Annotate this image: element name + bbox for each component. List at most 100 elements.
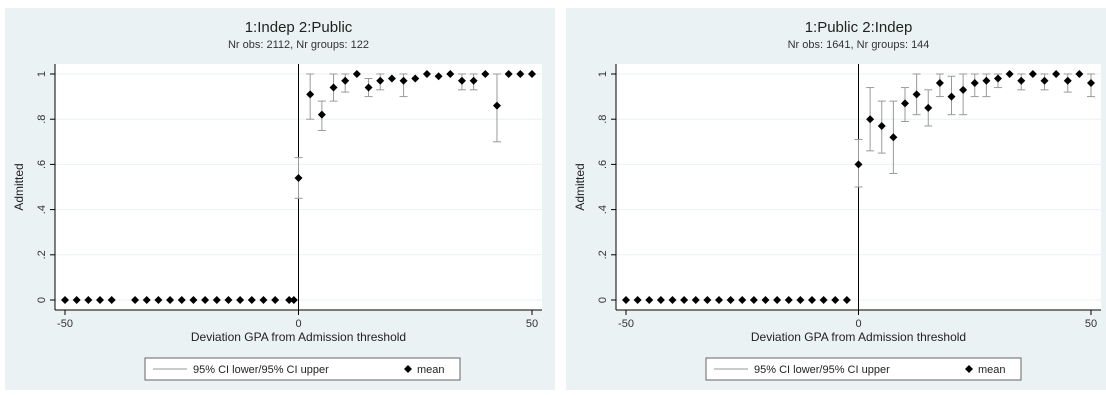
mean-point xyxy=(84,296,93,304)
mean-point xyxy=(877,121,886,130)
mean-point xyxy=(854,160,863,169)
y-axis-label: Admitted xyxy=(12,163,26,210)
mean-point xyxy=(808,296,816,304)
mean-point xyxy=(633,296,642,304)
mean-point xyxy=(434,72,443,81)
mean-point xyxy=(285,296,294,304)
mean-point xyxy=(924,103,933,112)
chart-panel-left: 0 .2 .4 .6 .8 1 -50 0 50 1:Indep 2:Public Nr obs: … xyxy=(5,8,555,390)
mean-point xyxy=(889,133,898,142)
mean-point xyxy=(715,296,723,304)
y-tick-label: .8 xyxy=(597,115,609,124)
mean-point xyxy=(726,296,735,304)
y-tick-label: 0 xyxy=(597,297,609,303)
mean-point xyxy=(1075,70,1084,78)
chart-subtitle: Nr obs: 1641, Nr groups: 144 xyxy=(788,39,930,51)
mean-point xyxy=(703,296,712,304)
mean-point xyxy=(317,110,326,119)
chart-panel-right: 0 .2 .4 .6 .8 1 -50 0 50 1:Public 2:Indep Nr obs: … xyxy=(566,8,1106,390)
x-axis-label: Deviation GPA from Admission threshold xyxy=(751,330,966,344)
mean-point xyxy=(947,92,956,101)
y-tick-label: .2 xyxy=(597,250,609,259)
mean-point xyxy=(469,76,478,85)
mean-point xyxy=(656,296,665,304)
mean-point xyxy=(773,296,782,304)
legend-box xyxy=(144,357,461,381)
mean-point xyxy=(96,296,105,304)
mean-point xyxy=(668,296,677,304)
x-tick-label: 50 xyxy=(1085,318,1097,330)
mean-point xyxy=(622,296,630,304)
y-tick-label: .6 xyxy=(597,160,609,169)
legend-mean-label: mean xyxy=(417,364,445,376)
mean-point xyxy=(189,296,198,304)
y-tick-label: .4 xyxy=(36,205,48,214)
mean-point xyxy=(842,296,851,304)
mean-point xyxy=(446,70,455,78)
mean-point xyxy=(1028,70,1037,78)
mean-point xyxy=(691,296,700,304)
mean-point xyxy=(294,173,303,182)
mean-point xyxy=(289,296,298,304)
mean-point xyxy=(329,83,338,92)
mean-point xyxy=(364,83,373,92)
mean-point xyxy=(819,296,828,304)
mean-point xyxy=(422,70,431,78)
y-tick-label: .8 xyxy=(36,115,48,124)
y-axis-label: Admitted xyxy=(573,163,587,210)
mean-point xyxy=(61,296,69,304)
mean-point xyxy=(131,296,140,304)
x-tick-label: 50 xyxy=(526,318,538,330)
mean-point xyxy=(970,79,979,88)
mean-point xyxy=(935,79,944,88)
mean-point xyxy=(411,74,420,83)
mean-point xyxy=(481,70,490,78)
mean-point xyxy=(516,70,525,78)
y-tick-label: 1 xyxy=(36,71,48,77)
chart-title: 1:Indep 2:Public xyxy=(245,19,353,36)
mean-point xyxy=(761,296,770,304)
mean-point xyxy=(866,115,875,124)
mean-point xyxy=(1005,70,1014,78)
mean-point xyxy=(399,76,408,85)
mean-point xyxy=(271,296,280,304)
mean-point xyxy=(982,76,991,85)
mean-point xyxy=(994,74,1002,83)
mean-point xyxy=(212,296,221,304)
x-tick-label: 0 xyxy=(295,318,301,330)
mean-point xyxy=(72,296,81,304)
mean-point xyxy=(645,296,654,304)
legend-ci-label: 95% CI lower/95% CI upper xyxy=(193,364,329,376)
mean-point xyxy=(259,296,268,304)
y-tick-label: .2 xyxy=(36,250,48,259)
mean-point xyxy=(166,296,175,304)
mean-point xyxy=(1087,79,1095,88)
mean-point xyxy=(1017,76,1026,85)
chart-subtitle: Nr obs: 2112, Nr groups: 122 xyxy=(228,39,369,51)
mean-point xyxy=(492,101,501,110)
mean-point xyxy=(306,90,315,99)
chart-left: 0 .2 .4 .6 .8 1 -50 0 50 1:Indep 2:Public Nr obs: … xyxy=(12,19,542,381)
mean-point xyxy=(457,76,466,85)
y-tick-label: .4 xyxy=(597,205,609,214)
mean-point xyxy=(236,296,245,304)
mean-point xyxy=(376,76,385,85)
mean-point xyxy=(528,70,536,78)
mean-point xyxy=(201,296,210,304)
x-axis-label: Deviation GPA from Admission threshold xyxy=(191,330,406,344)
legend-mean-label: mean xyxy=(978,364,1006,376)
mean-point xyxy=(738,296,747,304)
y-tick-label: 1 xyxy=(597,71,609,77)
mean-point xyxy=(177,296,186,304)
mean-point xyxy=(387,74,396,83)
mean-point xyxy=(224,296,233,304)
mean-point xyxy=(1052,70,1061,78)
legend-mean-swatch xyxy=(404,365,412,373)
mean-point xyxy=(142,296,151,304)
y-tick-label: 0 xyxy=(36,297,48,303)
mean-point xyxy=(1063,76,1072,85)
x-tick-label: 0 xyxy=(855,318,861,330)
mean-point xyxy=(107,296,116,304)
mean-point xyxy=(680,296,689,304)
mean-point xyxy=(784,296,793,304)
